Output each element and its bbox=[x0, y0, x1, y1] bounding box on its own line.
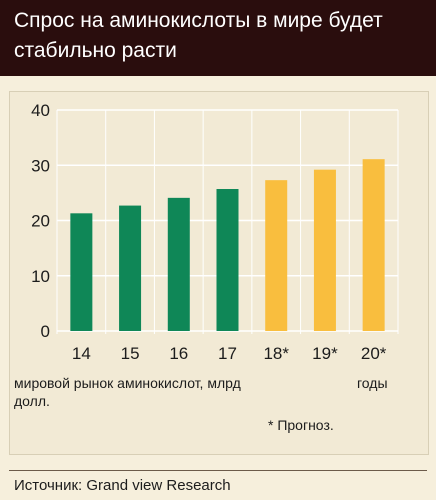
y-tick-label-0: 0 bbox=[41, 322, 50, 341]
x-axis-label: годы bbox=[357, 375, 388, 391]
y-axis-label: мировой рынок аминокислот, млрд долл. bbox=[14, 375, 241, 409]
bar-20-forecast bbox=[362, 159, 385, 331]
bar-16 bbox=[167, 197, 190, 331]
chart-title: Спрос на аминокислоты в мире будет стаби… bbox=[14, 9, 383, 62]
footer-divider bbox=[9, 470, 427, 471]
x-tick-label-1: 15 bbox=[121, 344, 140, 363]
bar-14 bbox=[70, 213, 93, 331]
y-tick-label-1: 10 bbox=[31, 267, 50, 286]
y-tick-label-2: 20 bbox=[31, 212, 50, 231]
x-tick-label-2: 16 bbox=[169, 344, 188, 363]
bar-18-forecast bbox=[265, 180, 288, 331]
source-text: Источник: Grand view Research bbox=[14, 477, 231, 494]
x-tick-label-3: 17 bbox=[218, 344, 237, 363]
chart-header: Спрос на аминокислоты в мире будет стаби… bbox=[0, 0, 436, 76]
source-footer: Источник: Grand view Research bbox=[0, 470, 436, 500]
bar-15 bbox=[119, 205, 142, 331]
y-tick-label-4: 40 bbox=[31, 101, 50, 120]
x-tick-label-0: 14 bbox=[72, 344, 91, 363]
bar-19-forecast bbox=[313, 169, 336, 331]
bar-17 bbox=[216, 189, 239, 331]
x-tick-label-5: 19* bbox=[312, 344, 338, 363]
forecast-note: * Прогноз. bbox=[268, 417, 334, 433]
x-tick-label-6: 20* bbox=[361, 344, 387, 363]
y-tick-label-3: 30 bbox=[31, 156, 50, 175]
x-tick-label-4: 18* bbox=[263, 344, 289, 363]
